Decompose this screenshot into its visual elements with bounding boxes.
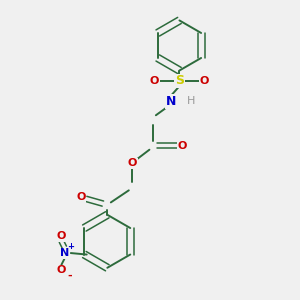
Text: H: H — [186, 96, 195, 106]
Text: O: O — [150, 76, 159, 86]
Text: N: N — [60, 248, 69, 258]
Text: S: S — [175, 74, 184, 87]
Text: N: N — [165, 95, 176, 108]
Text: O: O — [200, 76, 209, 86]
Text: O: O — [76, 192, 86, 202]
Text: +: + — [67, 242, 74, 251]
Text: O: O — [178, 141, 187, 151]
Text: O: O — [128, 158, 137, 168]
Text: O: O — [57, 265, 66, 275]
Text: O: O — [57, 231, 66, 241]
Text: -: - — [67, 270, 72, 280]
